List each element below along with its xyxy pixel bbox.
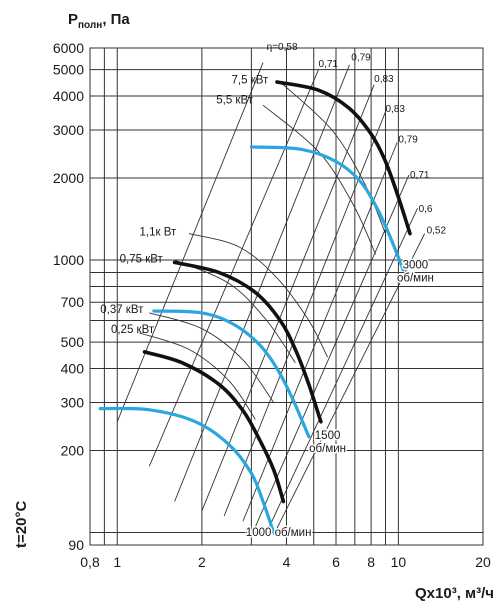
speed-label: об/мин xyxy=(309,443,346,455)
curve-blue xyxy=(98,406,276,535)
performance-curves xyxy=(98,80,412,535)
y-tick-label: 500 xyxy=(61,334,85,350)
y-tick-label: 5000 xyxy=(53,62,84,78)
y-tick-label: 700 xyxy=(61,294,85,310)
y-axis-title-main: P xyxy=(68,11,78,28)
y-tick-label: 200 xyxy=(61,443,85,459)
y-tick-label: 300 xyxy=(61,395,85,411)
y-axis-title-sub: полн xyxy=(78,20,102,31)
temperature-label: t=20°C xyxy=(13,501,30,548)
efficiency-label: η=0,58 xyxy=(267,42,298,53)
power-label: 0,37 кВт xyxy=(100,304,144,316)
power-arc xyxy=(149,312,274,403)
x-axis-title: Qx10³, м³/ч xyxy=(415,585,494,602)
y-tick-label: 90 xyxy=(68,537,84,553)
tick-labels: 0,8 1 2 4 6 8 10 20 90 200 300 400 500 700 1000 2000 300… xyxy=(53,40,491,570)
power-label: 0,25 кВт xyxy=(111,324,155,336)
chart-labels: η=0,580,710,790,830,830,790,710,60,527,5… xyxy=(100,42,447,541)
x-tick-label: 1 xyxy=(113,554,121,570)
efficiency-line xyxy=(174,64,350,502)
efficiency-label: 0,83 xyxy=(386,104,406,115)
efficiency-line xyxy=(273,233,426,536)
efficiency-line xyxy=(266,207,418,533)
power-arc xyxy=(262,104,377,255)
speed-label: 1500 xyxy=(315,430,341,442)
y-tick-label: 2000 xyxy=(53,170,84,186)
y-axis-title: Pполн, Па xyxy=(68,11,130,31)
y-tick-label: 6000 xyxy=(53,40,84,56)
speed-label: 3000 xyxy=(403,260,429,272)
power-label: 0,75 кВт xyxy=(120,253,164,265)
power-label: 1,1к Вт xyxy=(140,227,178,239)
efficiency-label: 0,79 xyxy=(398,134,418,145)
x-tick-label: 0,8 xyxy=(80,554,100,570)
y-tick-label: 400 xyxy=(61,360,85,376)
efficiency-label: 0,71 xyxy=(319,59,339,70)
x-tick-label: 20 xyxy=(475,554,491,570)
x-tick-label: 8 xyxy=(367,554,375,570)
efficiency-label: 0,83 xyxy=(374,74,394,85)
x-tick-label: 10 xyxy=(391,554,407,570)
speed-label: 1000 об/мин xyxy=(246,527,312,539)
efficiency-line xyxy=(116,62,264,422)
efficiency-line xyxy=(254,174,410,527)
efficiency-line xyxy=(201,84,375,512)
curve-blue xyxy=(249,145,405,272)
power-arc xyxy=(139,332,256,420)
curve-blue xyxy=(152,309,311,439)
y-tick-label: 4000 xyxy=(53,88,84,104)
efficiency-label: 0,52 xyxy=(427,226,447,237)
x-tick-label: 6 xyxy=(332,554,340,570)
grid xyxy=(89,47,484,546)
curve-black xyxy=(275,80,412,236)
power-arc xyxy=(188,233,328,358)
y-tick-label: 1000 xyxy=(53,252,84,268)
x-tick-label: 2 xyxy=(198,554,206,570)
efficiency-label: 0,79 xyxy=(351,52,371,63)
power-label: 5,5 кВт xyxy=(216,95,254,107)
speed-label: об/мин xyxy=(397,273,434,285)
y-axis-title-tail: , Па xyxy=(102,11,130,28)
power-label: 7,5 кВт xyxy=(232,74,270,86)
curve-black xyxy=(172,260,323,424)
power-arc xyxy=(174,259,296,363)
efficiency-label: 0,6 xyxy=(419,204,433,215)
x-tick-label: 4 xyxy=(283,554,291,570)
curve-black xyxy=(142,350,286,504)
efficiency-line xyxy=(148,69,319,467)
y-tick-label: 3000 xyxy=(53,122,84,138)
efficiency-label: 0,71 xyxy=(410,170,430,181)
